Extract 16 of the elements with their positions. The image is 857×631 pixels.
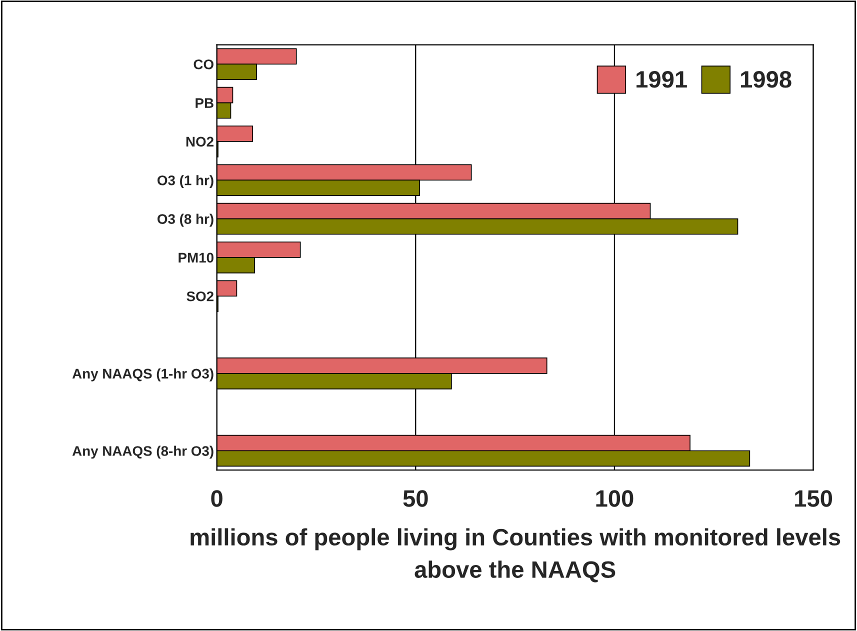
legend-label: 1991 xyxy=(636,71,687,88)
x-tick-label: 0 xyxy=(211,490,222,507)
y-tick-label: Any NAAQS (8-hr O3) xyxy=(72,446,214,459)
y-tick-label: O3 (8 hr) xyxy=(158,214,214,227)
y-tick-label: O3 (1 hr) xyxy=(158,175,214,188)
x-tick-label: 150 xyxy=(795,490,832,507)
y-tick-label: CO xyxy=(194,59,214,70)
x-tick-label: 50 xyxy=(403,490,428,507)
y-tick-label: PB xyxy=(196,98,214,108)
y-tick-label: Any NAAQS (1-hr O3) xyxy=(72,368,214,382)
x-axis-title: millions of people living in Counties with monitored levels above the NAAQS xyxy=(190,528,840,582)
legend-label: 1998 xyxy=(741,71,792,88)
x-tick-label: 100 xyxy=(596,490,634,507)
y-tick-label: PM10 xyxy=(178,252,214,263)
y-tick-label: NO2 xyxy=(186,136,214,147)
y-tick-label: SO2 xyxy=(186,291,214,302)
